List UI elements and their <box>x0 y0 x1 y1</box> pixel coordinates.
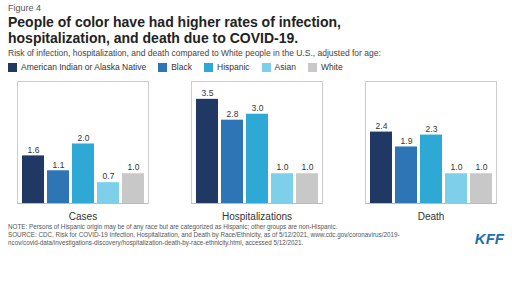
html-text:KFF: KFF <box>474 230 504 247</box>
html-text:American Indian or Alaska Nati: American Indian or Alaska Native <box>21 62 147 72</box>
html-text:People of color have had highe: People of color have had higher rates of… <box>8 14 341 46</box>
svg-text:Cases: Cases <box>69 211 97 222</box>
svg-text:3.5: 3.5 <box>202 88 214 98</box>
svg-text:0.7: 0.7 <box>103 171 115 181</box>
svg-text:1.0: 1.0 <box>451 162 463 172</box>
html-text:NOTE: Persons of Hispanic orig: NOTE: Persons of Hispanic origin may be … <box>8 223 338 230</box>
html-text:Black: Black <box>171 62 192 72</box>
svg-text:2.3: 2.3 <box>426 124 438 134</box>
svg-text:1.0: 1.0 <box>128 162 140 172</box>
svg-text:3.0: 3.0 <box>252 103 264 113</box>
html-text:Risk of infection, hospitaliza: Risk of infection, hospitalization, and … <box>8 48 381 58</box>
svg-text:1.0: 1.0 <box>277 162 289 172</box>
svg-text:2.8: 2.8 <box>227 109 239 119</box>
svg-text:1.0: 1.0 <box>302 162 314 172</box>
svg-text:1.6: 1.6 <box>28 145 40 155</box>
svg-text:1.1: 1.1 <box>53 159 65 169</box>
svg-text:1.0: 1.0 <box>476 162 488 172</box>
svg-text:Hospitalizations: Hospitalizations <box>222 211 292 222</box>
html-text:Hispanic: Hispanic <box>217 62 250 72</box>
svg-text:Death: Death <box>418 211 445 222</box>
html-text:Asian: Asian <box>274 62 296 72</box>
html-text:SOURCE: CDC, Risk for COVID-19: SOURCE: CDC, Risk for COVID-19 Infection… <box>8 231 400 238</box>
html-text:Figure 4: Figure 4 <box>8 3 41 13</box>
html-text:White: White <box>320 62 343 72</box>
html-text:ncov/covid-data/investigations: ncov/covid-data/investigations-discovery… <box>8 239 304 246</box>
svg-text:2.0: 2.0 <box>78 133 90 143</box>
svg-text:1.9: 1.9 <box>401 136 413 146</box>
svg-text:2.4: 2.4 <box>376 121 388 131</box>
